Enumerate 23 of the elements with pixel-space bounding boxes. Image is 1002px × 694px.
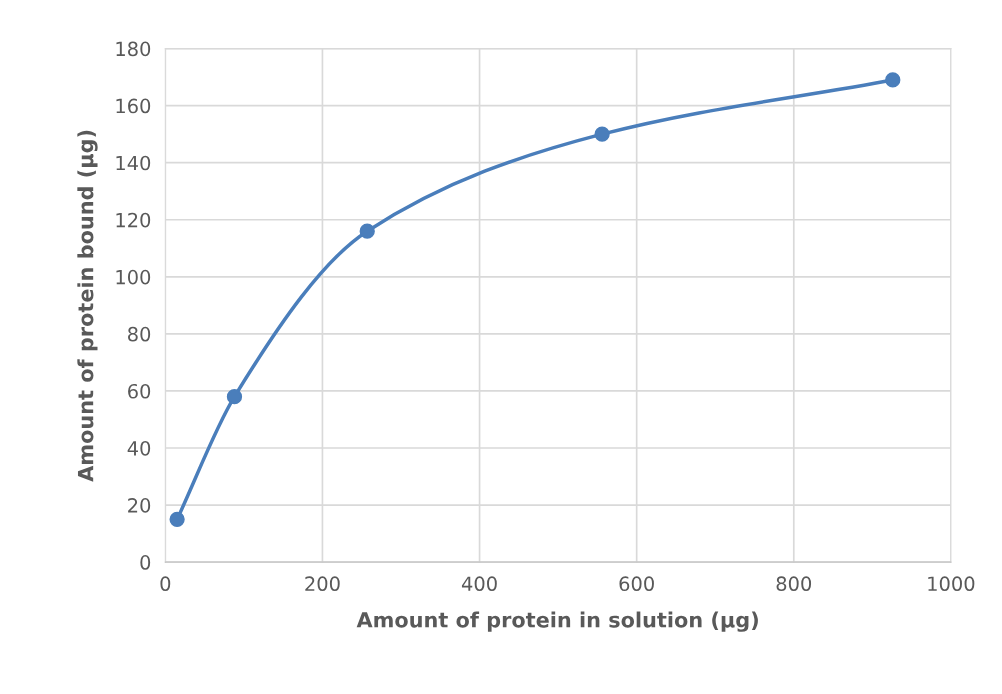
x-tick-label: 800: [776, 576, 812, 592]
y-tick-label: 80: [128, 326, 151, 342]
y-axis-title: Amount of protein bound (µg): [77, 130, 98, 482]
x-tick-label: 400: [461, 576, 497, 592]
x-tick-label: 0: [160, 576, 171, 592]
y-tick-label: 60: [128, 383, 151, 399]
point: [226, 389, 243, 405]
y-tick-label: 20: [128, 498, 151, 513]
y-tick-label: 180: [116, 41, 151, 57]
point: [594, 126, 610, 142]
y-tick-label: 0: [140, 555, 151, 570]
y-tick-label: 100: [116, 269, 151, 285]
y-tick-label: 40: [127, 440, 151, 456]
point: [169, 511, 185, 527]
point: [359, 223, 375, 239]
point: [885, 72, 901, 88]
x-axis-title: Amount of protein in solution (µg): [356, 611, 758, 632]
x-tick-label: 600: [619, 576, 654, 592]
x-tick-label: 200: [305, 576, 340, 592]
y-tick-label: 120: [116, 212, 151, 228]
y-tick-label: 160: [116, 98, 151, 114]
x-tick-label: 1000: [928, 576, 975, 592]
y-tick-label: 140: [116, 155, 151, 171]
